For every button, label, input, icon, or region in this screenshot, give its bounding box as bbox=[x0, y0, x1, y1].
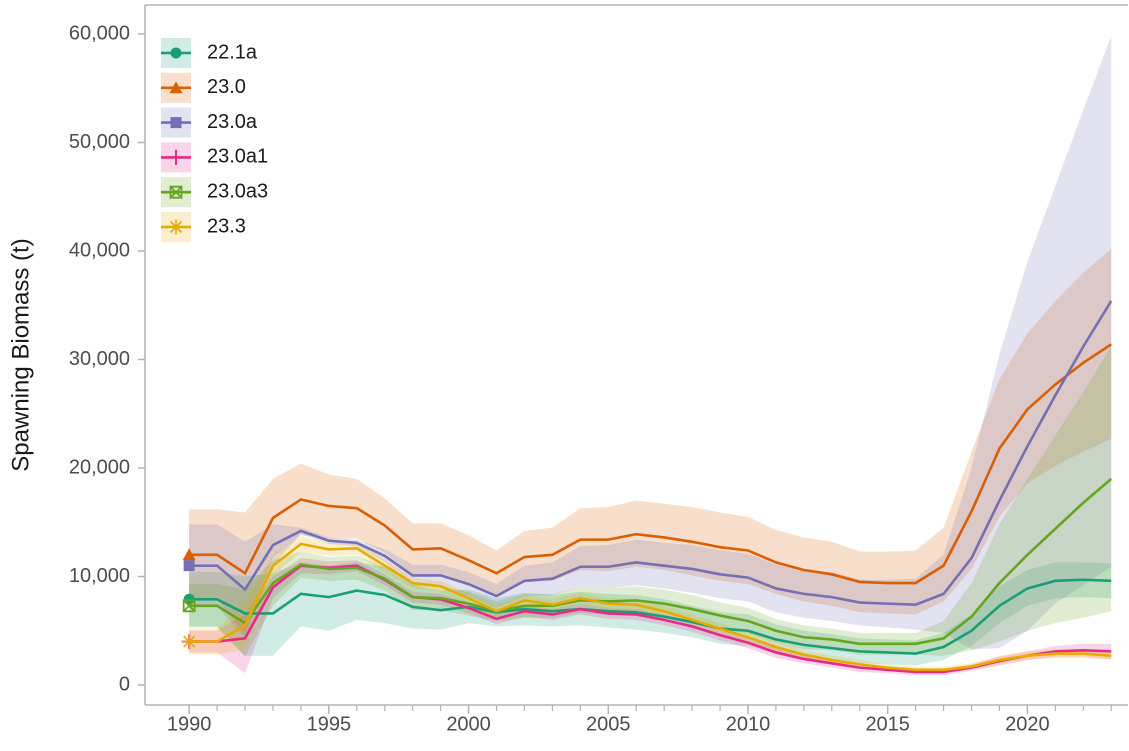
legend-label: 22.1a bbox=[207, 41, 258, 63]
x-tick-label: 2010 bbox=[726, 713, 771, 735]
x-tick-label: 1995 bbox=[307, 713, 352, 735]
y-tick-label: 10,000 bbox=[69, 565, 130, 587]
marker bbox=[182, 599, 196, 613]
y-tick-label: 40,000 bbox=[69, 239, 130, 261]
confidence-band bbox=[189, 536, 1112, 674]
series-line bbox=[189, 542, 1112, 672]
y-tick-label: 20,000 bbox=[69, 456, 130, 478]
legend-label: 23.0a bbox=[207, 111, 258, 133]
series-line bbox=[189, 578, 1112, 655]
marker bbox=[169, 185, 183, 199]
legend-label: 23.0 bbox=[207, 76, 246, 98]
x-tick-label: 2015 bbox=[865, 713, 910, 735]
confidence-band bbox=[189, 346, 1112, 657]
legend-label: 23.0a1 bbox=[207, 146, 268, 168]
marker bbox=[182, 548, 196, 561]
series-line bbox=[189, 343, 1112, 585]
marker bbox=[170, 117, 182, 129]
marker bbox=[168, 149, 184, 165]
x-tick-label: 1990 bbox=[167, 713, 212, 735]
x-tick-label: 2005 bbox=[586, 713, 631, 735]
bands bbox=[189, 36, 1112, 676]
y-tick-label: 60,000 bbox=[69, 22, 130, 44]
marker bbox=[181, 634, 197, 650]
y-tick-label: 50,000 bbox=[69, 131, 130, 153]
series-line bbox=[189, 564, 1112, 674]
x-tick-label: 2020 bbox=[1005, 713, 1050, 735]
x-tick-label: 2000 bbox=[446, 713, 491, 735]
series-line bbox=[189, 477, 1113, 646]
marker bbox=[183, 560, 195, 572]
legend-label: 23.3 bbox=[207, 215, 246, 237]
y-tick-label: 30,000 bbox=[69, 348, 130, 370]
y-tick-label: 0 bbox=[119, 673, 130, 695]
confidence-band bbox=[189, 248, 1112, 635]
marker bbox=[170, 47, 182, 59]
lines bbox=[181, 300, 1113, 674]
y-axis-title: Spawning Biomass (t) bbox=[7, 238, 34, 471]
marker bbox=[168, 219, 184, 235]
legend: 22.1a 23.0 23.0a 23.0a1 23.0a3 23.3 bbox=[161, 38, 268, 242]
series-line bbox=[189, 300, 1113, 607]
confidence-band bbox=[189, 36, 1112, 650]
legend-label: 23.0a3 bbox=[207, 180, 268, 202]
marker bbox=[169, 81, 183, 94]
